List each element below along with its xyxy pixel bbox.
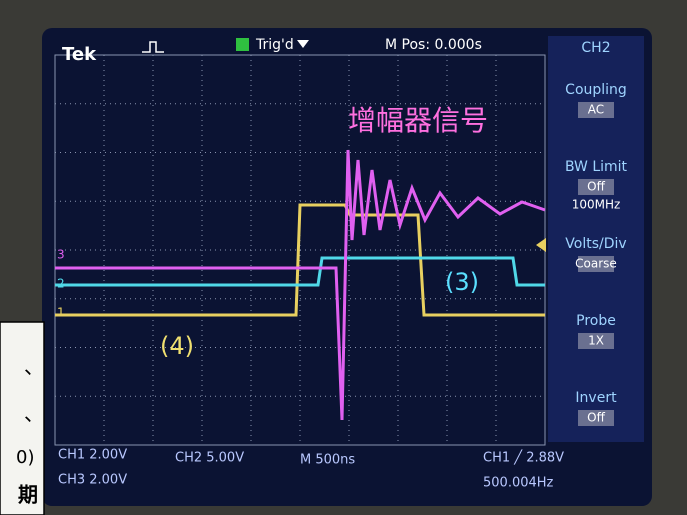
- ch2-setting: CH2 5.00V: [175, 451, 244, 466]
- title-annotation: 增幅器信号: [348, 104, 488, 137]
- menu-value: Off: [587, 180, 605, 194]
- channel-marker: 2: [57, 277, 65, 291]
- menu-channel: CH2: [581, 40, 610, 56]
- scope-photo: Tek Trig'd M Pos: 0.000s CH2 Coupling AC B…: [0, 0, 687, 515]
- channel-marker: 3: [57, 248, 65, 262]
- trig-icon: [236, 38, 249, 51]
- brand: Tek: [62, 44, 97, 65]
- position: M Pos: 0.000s: [385, 37, 482, 53]
- timebase: M 500ns: [300, 453, 355, 468]
- ch1-setting: CH1 2.00V: [58, 448, 127, 463]
- paper-text: 、: [24, 355, 44, 379]
- menu-label: BW Limit: [565, 159, 628, 175]
- menu-value: 1X: [588, 334, 604, 348]
- paper-text: 0): [16, 447, 34, 468]
- menu-value: Coarse: [575, 257, 617, 271]
- trigger-setting: CH1 ╱ 2.88V: [483, 449, 564, 466]
- channel-marker: 1: [57, 306, 65, 320]
- frequency: 500.004Hz: [483, 476, 554, 491]
- page: Tek Trig'd M Pos: 0.000s CH2 Coupling AC B…: [0, 0, 687, 515]
- label-3: (3): [445, 268, 479, 296]
- paper-text: 期: [18, 483, 38, 507]
- label-4: (4): [160, 332, 194, 360]
- trigger-status: Trig'd: [255, 37, 294, 53]
- menu-note: 100MHz: [572, 198, 621, 212]
- menu-label: Volts/Div: [565, 236, 626, 252]
- menu-value: Off: [587, 411, 605, 425]
- paper-text: 、: [24, 402, 44, 426]
- ch3-setting: CH3 2.00V: [58, 473, 127, 488]
- menu-label: Probe: [576, 313, 616, 329]
- menu-value: AC: [588, 103, 604, 117]
- menu-label: Coupling: [565, 82, 627, 98]
- menu-label: Invert: [575, 390, 617, 406]
